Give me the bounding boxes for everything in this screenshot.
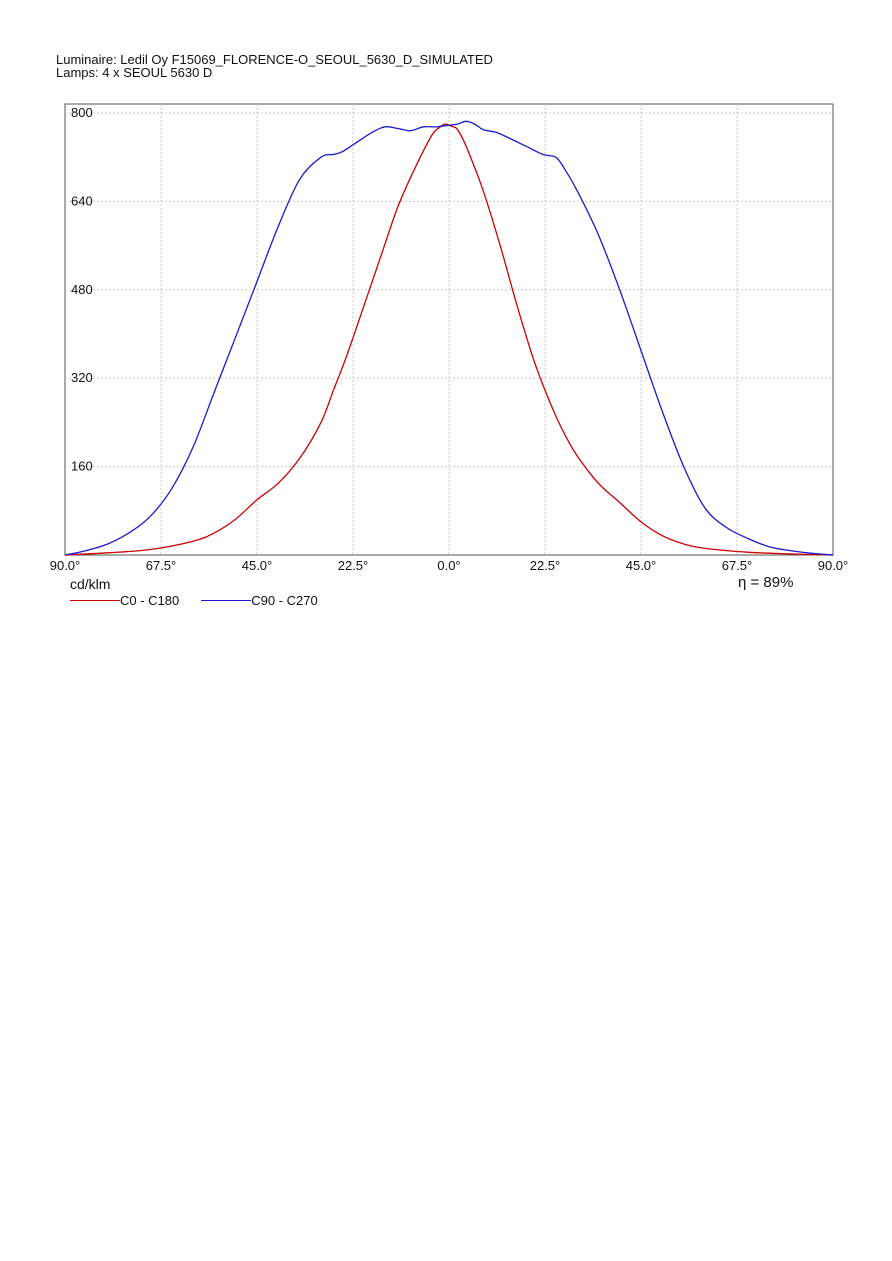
y-tick-label: 480	[71, 282, 93, 297]
x-tick-label: 22.5°	[338, 558, 369, 573]
x-tick-label: 67.5°	[146, 558, 177, 573]
candela-plot: 90.0° 67.5° 45.0° 22.5° 0.0° 22.5° 45.0° 67.5° 9…	[50, 103, 849, 573]
legend-label-c90: C90 - C270	[251, 593, 318, 608]
y-tick-label: 160	[71, 459, 93, 474]
x-tick-label: 67.5°	[722, 558, 753, 573]
legend: C0 - C180 C90 - C270	[70, 593, 318, 608]
x-tick-label: 45.0°	[626, 558, 657, 573]
y-tick-label: 640	[71, 193, 93, 208]
efficiency-label: η = 89%	[738, 574, 794, 591]
legend-label-c0: C0 - C180	[120, 593, 180, 608]
x-tick-label: 45.0°	[242, 558, 273, 573]
lamps-subtitle: Lamps: 4 x SEOUL 5630 D	[56, 65, 213, 80]
chart-header: Luminaire: Ledil Oy F15069_FLORENCE-O_SE…	[56, 53, 493, 79]
legend-swatch-c90	[201, 600, 252, 601]
legend-item-c90: C90 - C270	[201, 593, 318, 608]
legend-item-c0: C0 - C180	[70, 593, 179, 608]
x-tick-label: 90.0°	[818, 558, 849, 573]
series-line-c90-c270	[64, 120, 834, 556]
x-tick-label: 90.0°	[50, 558, 81, 573]
y-tick-label: 320	[71, 370, 93, 385]
luminaire-title: Luminaire: Ledil Oy F15069_FLORENCE-O_SE…	[56, 52, 493, 67]
legend-swatch-c0	[70, 600, 120, 601]
x-tick-label: 22.5°	[530, 558, 561, 573]
x-tick-label: 0.0°	[437, 558, 460, 573]
y-tick-label: 800	[71, 105, 93, 120]
unit-label: cd/klm	[70, 576, 111, 592]
